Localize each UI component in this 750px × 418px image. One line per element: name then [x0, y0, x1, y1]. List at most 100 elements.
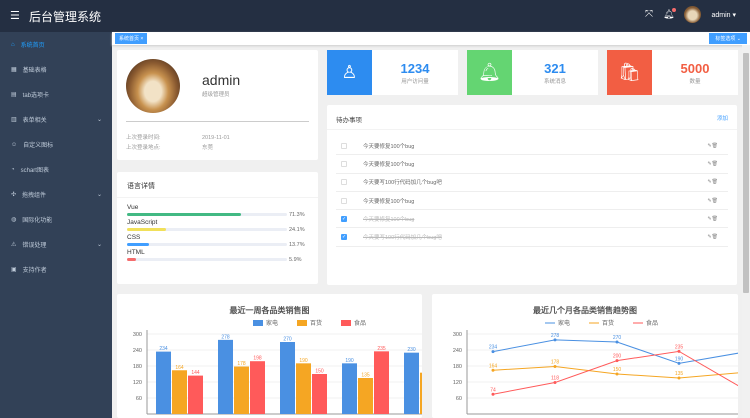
language-progress — [127, 228, 287, 231]
sidebar: ⌂ 系统首页 ▦ 基础表格 ▤ tab选项卡 ▥ 表单相关 ⌄ ☺ 自定义图标 ◔ schart图表 ✣ 拖… — [0, 32, 112, 418]
hamburger-icon[interactable]: ☰ — [10, 10, 20, 22]
bar — [358, 378, 373, 414]
sidebar-item-7[interactable]: ◍ 国际化功能 — [0, 207, 112, 232]
todo-card: 待办事项 添加 今天要修复100个bug ✎🗑 今天要修复100个bug ✎🗑 今天要写… — [327, 105, 737, 285]
tag-options-label: 标签选项 — [715, 36, 736, 42]
progress-fill — [127, 228, 166, 231]
bar — [234, 366, 249, 414]
todo-text: 今天要修复100个bug — [363, 161, 415, 168]
divider — [126, 121, 309, 122]
gift-icon: ▣ — [11, 267, 17, 273]
stat-label: 系统消息 — [543, 79, 566, 85]
edit-delete-icons[interactable]: ✎🗑 — [707, 142, 718, 149]
globe-icon: ◍ — [11, 217, 17, 223]
bar — [188, 375, 203, 414]
progress-fill — [127, 213, 242, 216]
sidebar-item-label: schart图表 — [20, 168, 49, 174]
sidebar-item-3[interactable]: ▥ 表单相关 ⌄ — [0, 107, 112, 132]
data-label: 164 — [175, 365, 184, 371]
sidebar-item-2[interactable]: ▤ tab选项卡 — [0, 82, 112, 107]
data-point — [553, 381, 557, 385]
data-point — [553, 365, 557, 369]
data-label: 178 — [237, 361, 246, 367]
username: admin — [711, 11, 731, 19]
sidebar-item-5[interactable]: ◔ schart图表 — [0, 157, 112, 182]
todo-checkbox[interactable] — [341, 160, 347, 167]
edit-delete-icons[interactable]: ✎🗑 — [707, 179, 718, 186]
legend-label: 家电 — [266, 319, 278, 327]
sidebar-item-6[interactable]: ✣ 拖拽组件 ⌄ — [0, 182, 112, 207]
todo-item: ✓ 今天要写100行代码加几个bug吧 ✎🗑 — [336, 228, 728, 247]
bar — [296, 363, 311, 414]
data-point — [615, 359, 619, 363]
line-chart-card: 最近几个月各品类销售趋势图 家电 百货 食品 60 120 180 240 300 234 278 2… — [432, 294, 738, 418]
data-point — [491, 368, 495, 372]
bar — [250, 361, 265, 414]
data-point — [677, 349, 681, 353]
bell-icon[interactable]: 🔔︎ — [663, 8, 677, 19]
close-icon[interactable]: × — [140, 36, 144, 42]
edit-delete-icons[interactable]: ✎🗑 — [707, 197, 718, 204]
todo-text: 今天要修复100个bug — [363, 143, 415, 150]
stat-label: 数量 — [689, 79, 701, 85]
avatar[interactable] — [684, 6, 702, 23]
edit-delete-icons[interactable]: ✎🗑 — [707, 215, 718, 222]
bar — [420, 372, 422, 414]
todo-item: 今天要修复100个bug ✎🗑 — [336, 137, 728, 156]
sidebar-item-8[interactable]: ⚠ 错误处理 ⌄ — [0, 232, 112, 257]
sidebar-item-label: 系统首页 — [20, 43, 45, 49]
scrollbar-thumb[interactable] — [743, 53, 749, 293]
data-point — [491, 392, 495, 396]
language-card: 语言详情 Vue 71.3% JavaScript 24.1% CSS 13.7% HTML… — [117, 172, 318, 284]
todo-item: 今天要修复100个bug ✎🗑 — [336, 155, 728, 174]
sidebar-item-0[interactable]: ⌂ 系统首页 — [0, 32, 112, 57]
grid-icon: ▦ — [11, 67, 17, 73]
login-time-label: 上次登录时间: — [126, 135, 161, 141]
tag-options-button[interactable]: 标签选项 ⌄ — [709, 33, 747, 44]
data-label: 164 — [489, 363, 498, 369]
edit-delete-icons[interactable]: ✎🗑 — [707, 234, 718, 241]
todo-checkbox[interactable] — [341, 197, 347, 204]
data-point — [677, 376, 681, 380]
bar — [218, 339, 233, 414]
sidebar-item-label: 错误处理 — [22, 243, 47, 249]
language-percent: 5.9% — [289, 257, 302, 263]
add-todo-button[interactable]: 添加 — [716, 116, 728, 122]
user-role: 超级管理员 — [202, 92, 230, 98]
login-time: 2019-11-01 — [202, 135, 230, 141]
data-point — [677, 361, 681, 365]
y-tick-label: 60 — [136, 396, 142, 402]
edit-delete-icons[interactable]: ✎🗑 — [707, 160, 718, 167]
login-place: 东莞 — [202, 145, 214, 151]
todo-checkbox[interactable] — [341, 142, 347, 149]
todo-item: ✓ 今天要修复100个bug ✎🗑 — [336, 210, 728, 229]
scrollbar[interactable] — [742, 45, 750, 418]
sidebar-item-1[interactable]: ▦ 基础表格 — [0, 57, 112, 82]
stat-card: ♙ 1234 用户访问量 — [327, 50, 458, 95]
data-label: 135 — [675, 371, 684, 377]
data-label: 190 — [345, 358, 354, 364]
todo-text: 今天要修复100个bug — [363, 216, 415, 223]
y-tick-label: 120 — [133, 380, 142, 386]
todo-checkbox[interactable]: ✓ — [341, 215, 347, 222]
bag-icon: 🛍︎ — [607, 50, 652, 95]
username-dropdown[interactable]: admin ▾ — [711, 11, 736, 19]
language-percent: 71.3% — [289, 212, 305, 218]
todo-checkbox[interactable] — [341, 179, 347, 186]
legend-swatch — [341, 320, 351, 326]
language-title: 语言详情 — [117, 172, 318, 198]
tag-home[interactable]: 系统首页 × — [115, 33, 148, 44]
data-label: 278 — [221, 334, 230, 340]
tags-bar: 系统首页 × 标签选项 ⌄ — [112, 32, 750, 45]
todo-checkbox[interactable]: ✓ — [341, 234, 347, 241]
stat-label: 用户访问量 — [401, 79, 429, 85]
legend-label: 食品 — [646, 319, 658, 327]
y-tick-label: 180 — [453, 364, 462, 370]
fullscreen-icon[interactable]: ⤧ — [645, 9, 654, 20]
chevron-down-icon: ⌄ — [96, 117, 102, 123]
data-label: 235 — [675, 344, 684, 350]
progress-fill — [127, 243, 149, 246]
top-header: ☰ 后台管理系统 ⤧ 🔔︎ admin ▾ — [0, 0, 750, 32]
sidebar-item-9[interactable]: ▣ 支持作者 — [0, 257, 112, 282]
sidebar-item-4[interactable]: ☺ 自定义图标 — [0, 132, 112, 157]
